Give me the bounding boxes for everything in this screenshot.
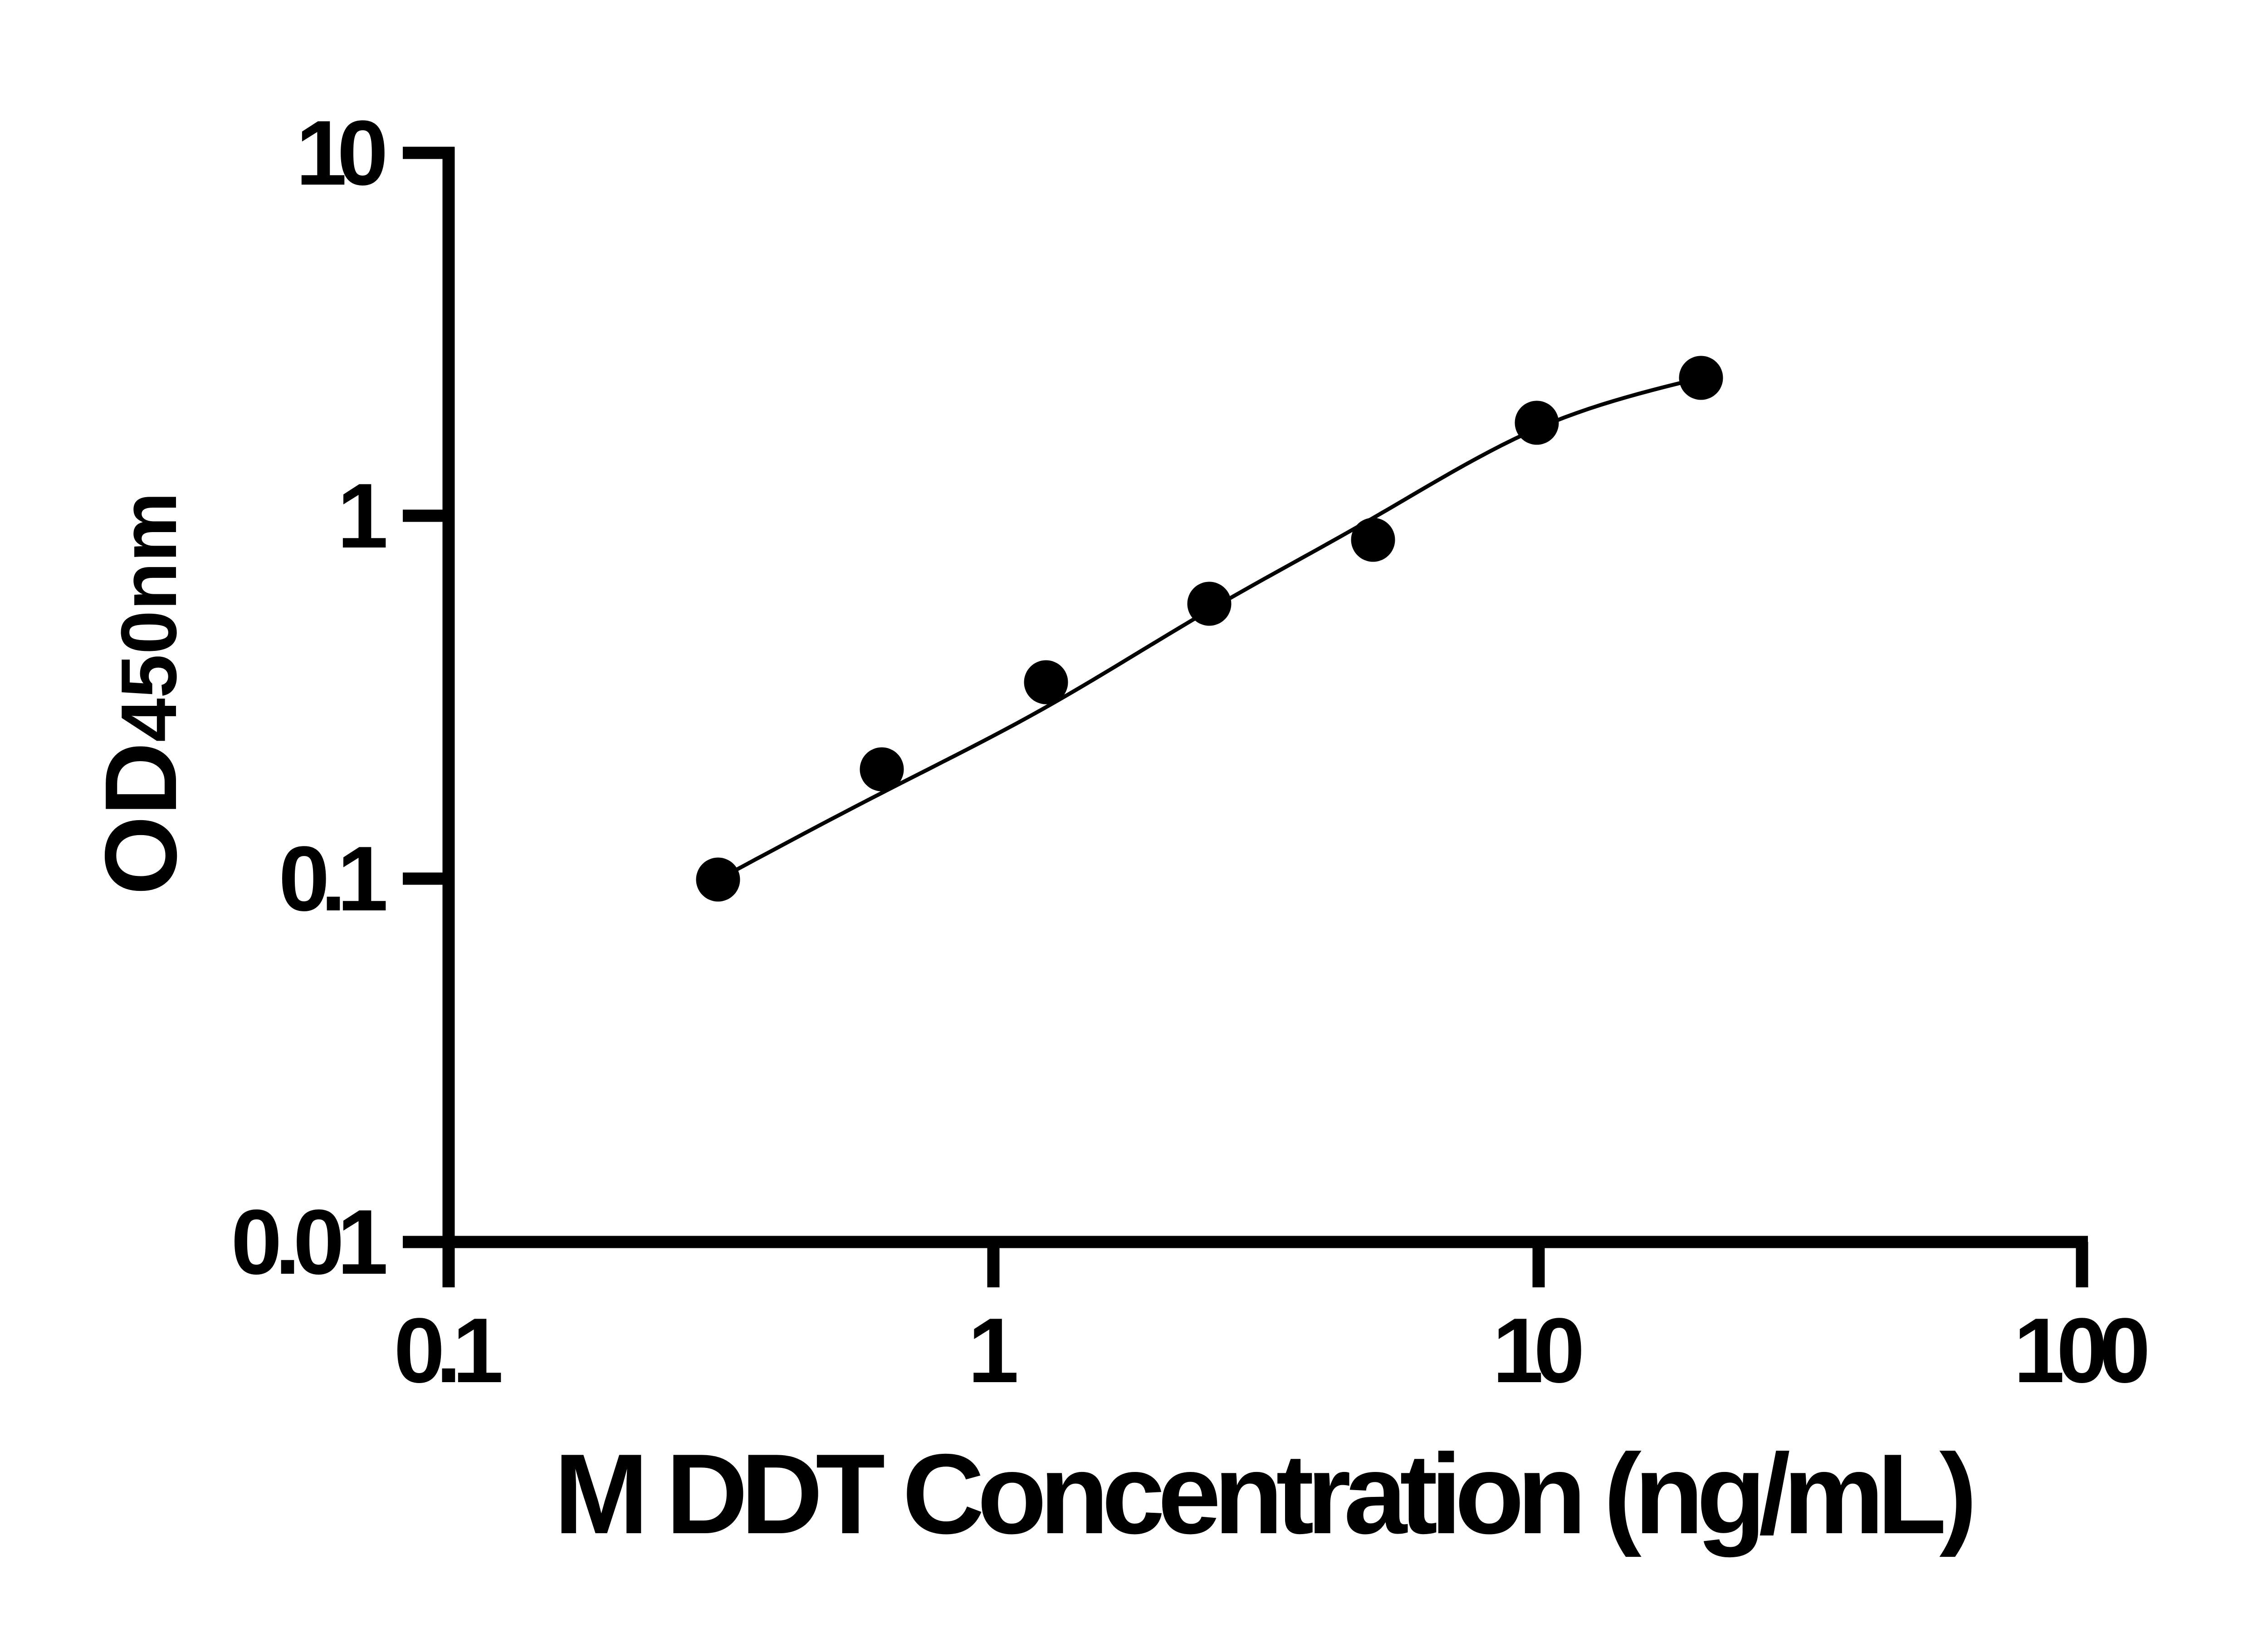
svg-text:0.1: 0.1 bbox=[279, 827, 388, 930]
svg-text:10: 10 bbox=[296, 102, 388, 205]
svg-text:0.1: 0.1 bbox=[394, 1299, 503, 1402]
svg-text:10: 10 bbox=[1492, 1299, 1585, 1402]
svg-text:OD450nm: OD450nm bbox=[83, 492, 198, 895]
svg-text:0.01: 0.01 bbox=[231, 1191, 388, 1294]
svg-text:1: 1 bbox=[337, 464, 388, 567]
svg-text:1: 1 bbox=[968, 1299, 1019, 1402]
svg-text:100: 100 bbox=[2014, 1299, 2151, 1402]
svg-text:M DDT Concentration (ng/mL): M DDT Concentration (ng/mL) bbox=[554, 1431, 1977, 1558]
